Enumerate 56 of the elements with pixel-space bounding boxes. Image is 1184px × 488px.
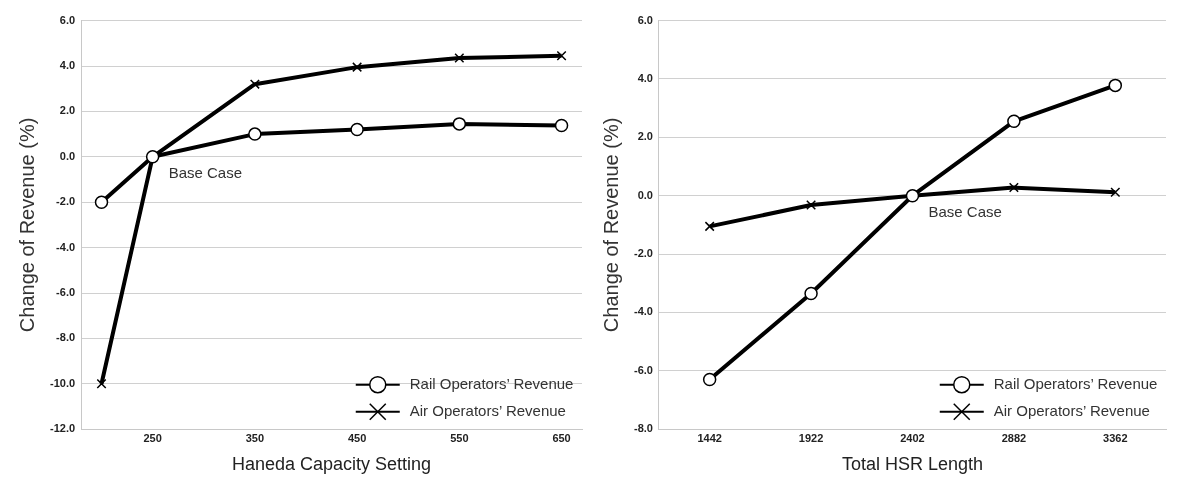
point (554, 118, 569, 133)
annotation: Base Case (168, 164, 243, 182)
point (454, 53, 465, 64)
annotation: Base Case (928, 203, 1002, 221)
point (352, 62, 363, 73)
legend-label: Air Operators’ Revenue (993, 401, 1150, 419)
point (249, 79, 260, 90)
point (556, 50, 567, 61)
point (350, 122, 364, 137)
x-tick-label: 450 (347, 431, 367, 444)
point (452, 117, 467, 131)
y-tick-label: -8.0 (56, 331, 76, 344)
y-tick-label: -12.0 (49, 422, 76, 435)
point (94, 195, 109, 209)
point (704, 221, 715, 232)
x-tick-label: 650 (552, 431, 571, 444)
y-tick-label: -4.0 (633, 305, 653, 318)
y-tick-label: 0.0 (59, 149, 76, 162)
y-tick-label: -2.0 (56, 195, 76, 208)
point (248, 127, 262, 141)
legend-label: Rail Operators’ Revenue (409, 374, 574, 392)
y-tick-label: -2.0 (633, 247, 653, 260)
point (806, 200, 817, 211)
y-axis-title: Change of Revenue (%) (599, 117, 622, 333)
y-tick-label: -8.0 (633, 422, 653, 435)
point (1110, 187, 1121, 198)
x-tick-label: 250 (143, 431, 162, 444)
y-tick-label: 4.0 (637, 72, 653, 84)
legend-label: Rail Operators’ Revenue (993, 374, 1158, 392)
x-tick-label: 1922 (798, 431, 824, 444)
point (1007, 114, 1021, 129)
y-axis-title: Change of Revenue (%) (15, 117, 38, 333)
legend-label: Air Operators’ Revenue (409, 401, 566, 419)
y-tick-label: 6.0 (59, 13, 76, 26)
y-tick-label: 6.0 (637, 13, 653, 26)
x-tick-label: 1442 (697, 431, 722, 444)
point (1108, 78, 1123, 93)
y-tick-label: -4.0 (56, 240, 76, 253)
x-tick-label: 550 (450, 431, 469, 444)
y-tick-label: 2.0 (59, 104, 76, 117)
y-tick-label: 4.0 (59, 59, 76, 72)
point (1008, 182, 1019, 193)
x-tick-label: 2402 (900, 431, 925, 444)
y-tick-label: -6.0 (56, 286, 76, 299)
y-tick-label: -10.0 (49, 376, 76, 389)
y-tick-label: -6.0 (633, 363, 653, 376)
point (96, 378, 107, 389)
x-tick-label: 3362 (1103, 431, 1128, 444)
point (702, 372, 717, 387)
x-tick-label: 350 (245, 431, 265, 444)
y-tick-label: 0.0 (637, 188, 653, 201)
point (804, 286, 818, 301)
x-tick-label: 2882 (1001, 431, 1027, 444)
x-axis-title: Total HSR Length (841, 454, 984, 475)
y-tick-label: 2.0 (637, 130, 653, 143)
x-axis-title: Haneda Capacity Setting (231, 454, 432, 475)
